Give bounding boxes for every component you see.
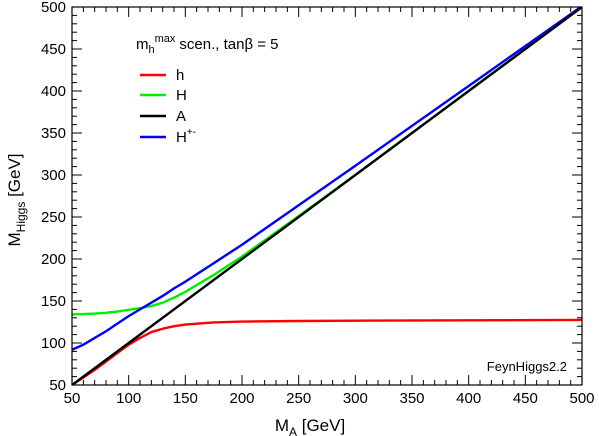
scenario-label-sub: h <box>149 44 155 56</box>
scenario-label-sup: max <box>155 33 176 45</box>
y-tick-label: 350 <box>41 125 66 142</box>
x-axis-title: MA [GeV] <box>275 416 345 436</box>
y-tick-label: 400 <box>41 83 66 100</box>
x-tick-label: 450 <box>513 390 538 407</box>
y-tick-label: 250 <box>41 209 66 226</box>
x-tick-label: 100 <box>116 390 141 407</box>
x-tick-label: 400 <box>456 390 481 407</box>
x-axis-title-sub: A <box>289 425 297 436</box>
scenario-label-base: m <box>136 36 149 53</box>
tick-labels: 50 100 150 200 250 300 350 400 450 500 50 100 150 200… <box>41 0 595 407</box>
series-line-h <box>72 318 582 385</box>
y-tick-label: 50 <box>49 377 66 394</box>
y-tick-label: 100 <box>41 335 66 352</box>
legend-label-A: A <box>176 108 186 125</box>
scenario-label: mhmax scen., tanβ = 5 <box>136 33 279 56</box>
x-tick-label: 500 <box>569 390 594 407</box>
y-axis-title: MHiggs [GeV] <box>5 153 28 246</box>
x-axis-title-base: M <box>275 416 289 435</box>
y-axis-title-sub: Higgs <box>14 202 28 233</box>
y-tick-label: 300 <box>41 167 66 184</box>
y-tick-label: 500 <box>41 0 66 16</box>
legend-label-Hpm: H+- <box>176 127 196 146</box>
annotation-feynhiggs: FeynHiggs2.2 <box>487 359 567 374</box>
series-line-A <box>72 7 582 385</box>
x-tick-label: 350 <box>399 390 424 407</box>
x-tick-label: 50 <box>64 390 81 407</box>
scenario-label-rest: scen., tanβ = 5 <box>179 36 278 53</box>
y-axis-title-base: M <box>5 232 24 246</box>
legend-label-Hpm-sup: +- <box>187 127 196 138</box>
legend-label-h: h <box>176 67 184 84</box>
axis-ticks <box>71 6 583 386</box>
x-tick-label: 300 <box>343 390 368 407</box>
x-tick-label: 250 <box>286 390 311 407</box>
legend-label-H: H <box>176 87 187 104</box>
plot-lines <box>72 7 582 385</box>
x-tick-label: 150 <box>173 390 198 407</box>
plot-frame <box>71 6 583 386</box>
series-line-Hpm <box>72 7 582 351</box>
y-axis-title-rest: [GeV] <box>5 153 24 201</box>
y-tick-label: 200 <box>41 251 66 268</box>
y-tick-label: 450 <box>41 41 66 58</box>
y-tick-label: 150 <box>41 293 66 310</box>
x-tick-label: 200 <box>229 390 254 407</box>
x-axis-title-rest: [GeV] <box>297 416 345 435</box>
legend: h H A H+- <box>140 67 196 146</box>
legend-label-Hpm-base: H <box>176 129 187 146</box>
